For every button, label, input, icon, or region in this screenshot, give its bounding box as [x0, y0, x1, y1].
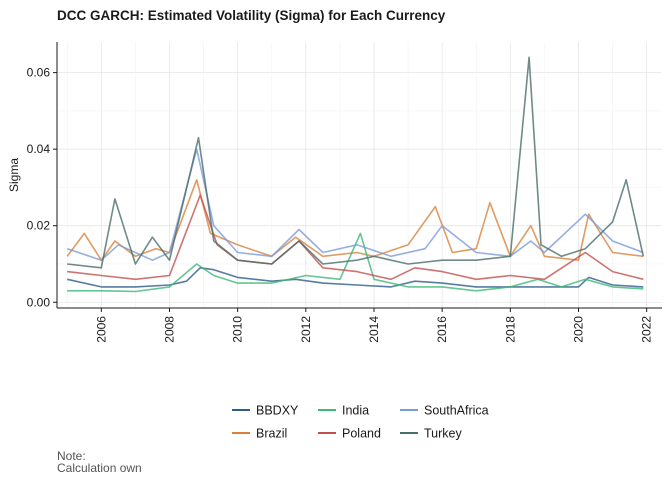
x-tick-label: 2012 [299, 316, 313, 343]
legend-label-brazil: Brazil [256, 427, 287, 441]
legend-label-bbdxy: BBDXY [256, 404, 299, 418]
x-tick-label: 2020 [571, 316, 585, 343]
x-tick-labels: 2006 2008 2010 2012 2014 2016 2018 2020 2022 [94, 308, 654, 343]
legend-label-turkey: Turkey [424, 427, 462, 441]
x-tick-label: 2010 [231, 316, 245, 343]
chart-title: DCC GARCH: Estimated Volatility (Sigma) … [57, 8, 446, 23]
x-tick-label: 2016 [435, 316, 449, 343]
series-layer [66, 56, 645, 293]
y-tick-label: 0.04 [27, 142, 51, 156]
y-tick-label: 0.02 [27, 219, 51, 233]
legend-label-southafrica: SouthAfrica [424, 404, 489, 418]
legend-label-poland: Poland [342, 427, 381, 441]
series-line-poland [67, 194, 644, 281]
x-tick-label: 2018 [503, 316, 517, 343]
legend: BBDXY India SouthAfrica Brazil Poland Turkey [232, 404, 489, 441]
legend-label-india: India [342, 404, 369, 418]
series-line-southafrica [66, 148, 644, 261]
x-tick-label: 2022 [640, 316, 654, 343]
y-tick-label: 0.00 [27, 295, 51, 309]
caption-source: Calculation own [57, 461, 142, 475]
series-line-turkey [67, 56, 645, 269]
grid [57, 42, 662, 308]
caption-note: Note: [57, 449, 86, 463]
y-tick-label: 0.06 [27, 66, 51, 80]
axes [56, 42, 662, 309]
x-tick-label: 2014 [367, 316, 381, 343]
series-line-brazil [66, 179, 644, 261]
y-tick-labels: 0.00 0.02 0.04 0.06 [27, 66, 57, 309]
x-tick-label: 2006 [94, 316, 108, 343]
x-tick-label: 2008 [162, 316, 176, 343]
y-axis-label: Sigma [7, 158, 21, 192]
series-line-india [67, 232, 644, 293]
